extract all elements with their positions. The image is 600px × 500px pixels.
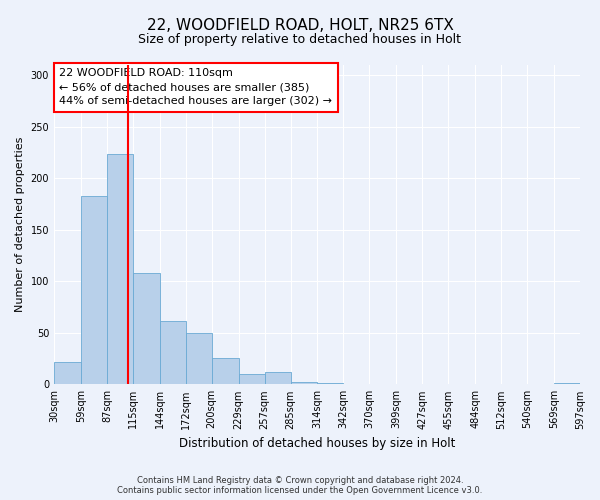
Bar [81,196,107,384]
Bar [133,273,160,384]
Text: Contains HM Land Registry data © Crown copyright and database right 2024.
Contai: Contains HM Land Registry data © Crown c… [118,476,482,495]
Text: 22 WOODFIELD ROAD: 110sqm
← 56% of detached houses are smaller (385)
44% of semi: 22 WOODFIELD ROAD: 110sqm ← 56% of detac… [59,68,332,106]
Bar [265,372,290,384]
Text: Size of property relative to detached houses in Holt: Size of property relative to detached ho… [139,32,461,46]
Bar [212,358,239,384]
Bar [290,382,317,384]
Y-axis label: Number of detached properties: Number of detached properties [15,137,25,312]
X-axis label: Distribution of detached houses by size in Holt: Distribution of detached houses by size … [179,437,455,450]
Bar [54,362,81,384]
Bar [186,333,212,384]
Text: 22, WOODFIELD ROAD, HOLT, NR25 6TX: 22, WOODFIELD ROAD, HOLT, NR25 6TX [146,18,454,32]
Bar [239,374,265,384]
Bar [160,322,186,384]
Bar [107,154,133,384]
